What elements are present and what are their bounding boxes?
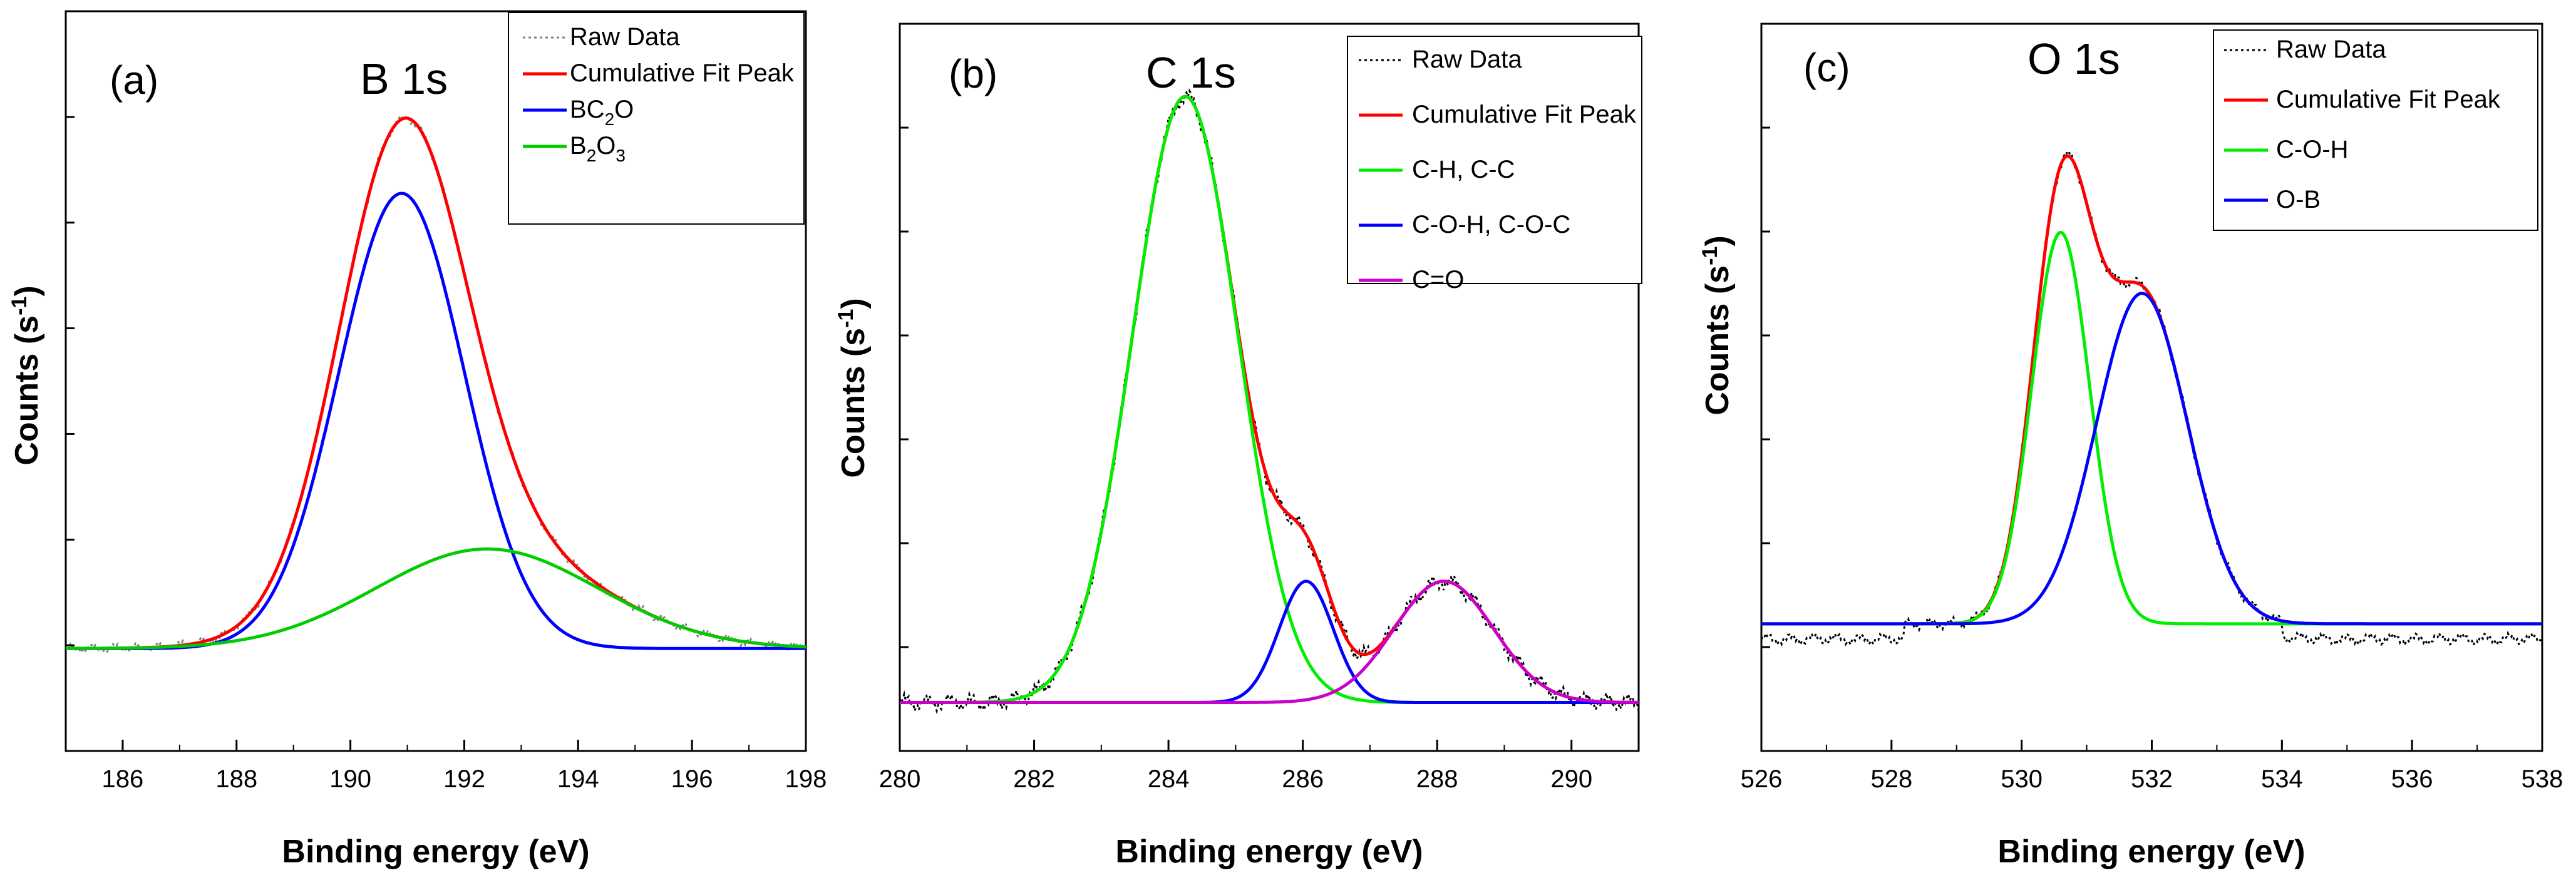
legend: Raw Data Cumulative Fit Peak C-H, C-C C-O-H…	[1347, 36, 1642, 294]
x-tick-label: 530	[2001, 765, 2043, 793]
x-tick-label: 534	[2261, 765, 2303, 793]
y-axis-label-sup: -1	[8, 297, 31, 315]
x-tick-label: 192	[443, 765, 485, 793]
y-axis-label-sup: -1	[1698, 247, 1722, 265]
x-tick-label: 286	[1282, 765, 1324, 793]
panel-title: B 1s	[360, 54, 448, 103]
series-c-o-h	[1761, 230, 2542, 626]
panel-title: O 1s	[2027, 34, 2120, 83]
y-axis-label-close: )	[9, 285, 45, 296]
x-tick-label: 526	[1741, 765, 1783, 793]
legend-label: BC2O	[570, 96, 634, 129]
legend-box	[2213, 29, 2538, 231]
legend-label: Raw Data	[2276, 36, 2386, 63]
plot-frame	[899, 23, 1640, 752]
series-bc	[66, 191, 806, 650]
x-tick-label: 290	[1550, 765, 1592, 793]
x-tick-label: 282	[1013, 765, 1055, 793]
panel-label: (a)	[110, 58, 158, 103]
y-axis-label-close: )	[1699, 235, 1736, 246]
y-axis-label-main: Counts (s	[9, 315, 45, 466]
y-axis-label-main: Counts (s	[835, 328, 872, 478]
legend-label: Cumulative Fit Peak	[1412, 101, 1637, 128]
plot-frame	[64, 10, 807, 752]
legend-label: C=O	[1412, 266, 1464, 294]
legend-box	[1347, 36, 1642, 284]
x-tick-label: 528	[1870, 765, 1912, 793]
x-tick-label: 284	[1148, 765, 1190, 793]
panel-c: (c) O 1s Binding energy (eV) Counts (s-1…	[1698, 23, 2563, 870]
x-tick-label: 196	[671, 765, 713, 793]
y-axis-label: Counts (s-1)	[8, 285, 45, 465]
x-axis-label: Binding energy (eV)	[1115, 834, 1423, 870]
legend-label: C-H, C-C	[1412, 156, 1515, 183]
legend-label: Raw Data	[570, 23, 680, 51]
panel-label: (c)	[1803, 45, 1850, 90]
x-tick-label: 188	[215, 765, 257, 793]
x-axis-label: Binding energy (eV)	[282, 834, 589, 870]
panel-label: (b)	[949, 51, 997, 96]
y-axis-label: Counts (s-1)	[834, 298, 872, 477]
x-tick-label: 536	[2391, 765, 2433, 793]
legend-label: B2O3	[570, 132, 626, 165]
x-tick-label: 288	[1416, 765, 1458, 793]
series-b	[66, 547, 806, 650]
x-tick-label: 194	[557, 765, 599, 793]
series-c-o-h-c-o-c	[900, 579, 1639, 704]
legend-label: C-O-H, C-O-C	[1412, 211, 1570, 238]
x-tick-label: 538	[2522, 765, 2563, 793]
series-c-o	[900, 579, 1639, 704]
legend-label: O-B	[2276, 186, 2321, 213]
y-axis-label-sup: -1	[834, 309, 858, 328]
legend-label: Cumulative Fit Peak	[2276, 86, 2501, 113]
series-o-b	[1761, 292, 2542, 626]
x-tick-label: 186	[102, 765, 144, 793]
panel-title: C 1s	[1146, 48, 1236, 97]
x-tick-label: 532	[2131, 765, 2173, 793]
x-tick-label: 280	[879, 765, 921, 793]
y-axis-label: Counts (s-1)	[1698, 235, 1736, 415]
legend-label: Raw Data	[1412, 46, 1522, 73]
series-raw-data	[1761, 150, 2542, 648]
legend: Raw Data Cumulative Fit Peak C-O-H O-B	[2213, 29, 2538, 231]
legend-label: C-O-H	[2276, 136, 2349, 163]
y-axis-label-close: )	[835, 298, 872, 309]
x-tick-label: 190	[329, 765, 371, 793]
panel-a: (a) B 1s Binding energy (eV) Counts (s-1…	[8, 10, 827, 870]
panel-b: (b) C 1s Binding energy (eV) Counts (s-1…	[834, 23, 1642, 870]
x-axis-label: Binding energy (eV)	[1997, 834, 2305, 870]
y-axis-label-main: Counts (s	[1699, 265, 1736, 416]
legend-box	[508, 12, 805, 225]
x-tick-label: 198	[785, 765, 827, 793]
legend-label: Cumulative Fit Peak	[570, 59, 795, 87]
